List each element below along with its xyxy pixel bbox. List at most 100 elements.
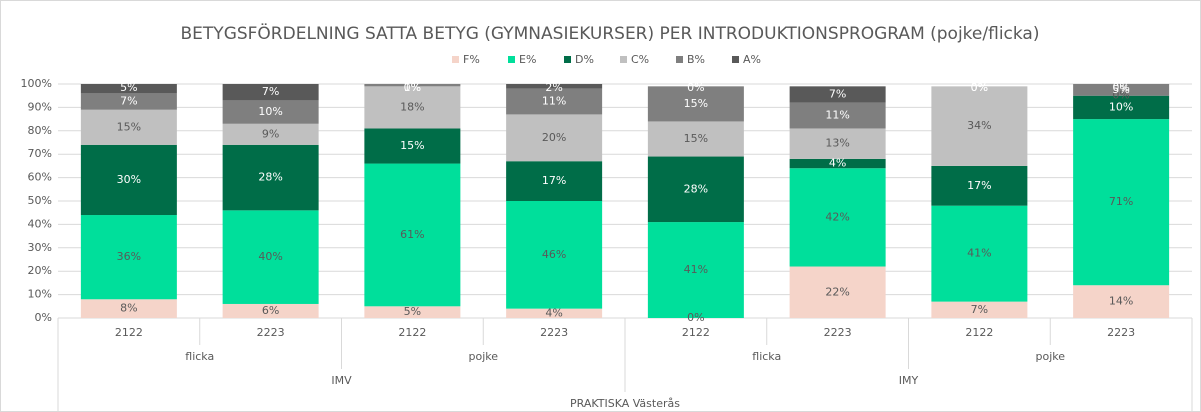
data-label: 28% (684, 182, 708, 195)
legend-label: B% (687, 53, 705, 66)
x-tick-label: 2122 (398, 326, 426, 339)
bar-segment (506, 114, 603, 162)
bar-segment (364, 128, 461, 164)
bar-segment (506, 88, 603, 115)
data-label: 0% (1112, 89, 1129, 102)
data-label: 0% (1112, 81, 1129, 94)
legend-swatch (676, 56, 683, 63)
y-tick-label: 90% (28, 100, 52, 113)
data-label: 0% (971, 81, 988, 94)
bar-segment (931, 165, 1028, 206)
y-tick-label: 50% (28, 194, 52, 207)
x-tick-label: 2223 (540, 326, 568, 339)
data-label: 6% (262, 304, 279, 317)
bar-segment (222, 123, 319, 145)
data-label: 7% (120, 95, 137, 108)
data-label: 22% (825, 285, 849, 298)
data-label: 5% (404, 305, 421, 318)
legend-label: C% (631, 53, 649, 66)
bar-segment (222, 100, 319, 124)
y-tick-label: 0% (35, 311, 52, 324)
legend-swatch (732, 56, 739, 63)
data-label: 34% (967, 119, 991, 132)
bar-segment (789, 86, 886, 103)
data-label: 14% (1109, 295, 1133, 308)
x-group-label: IMV (331, 374, 352, 387)
bar-segment (1073, 84, 1170, 96)
data-label: 4% (545, 306, 562, 319)
bar-segment (222, 303, 319, 318)
legend-label: E% (519, 53, 536, 66)
data-label: 7% (829, 88, 846, 101)
bar-segment (789, 128, 886, 159)
data-label: 13% (825, 137, 849, 150)
legend-swatch (620, 56, 627, 63)
data-label: 41% (684, 263, 708, 276)
bar-segment (80, 215, 177, 300)
data-label: 9% (262, 127, 279, 140)
data-label: 42% (825, 210, 849, 223)
x-tick-label: 2122 (115, 326, 143, 339)
bar-segment (647, 86, 744, 122)
data-label: 20% (542, 131, 566, 144)
bar-segment (364, 84, 461, 87)
data-label: 28% (258, 171, 282, 184)
legend-label: D% (575, 53, 594, 66)
data-label: 11% (825, 109, 849, 122)
data-label: 5% (1112, 83, 1129, 96)
y-tick-label: 100% (21, 77, 52, 90)
data-label: 15% (684, 132, 708, 145)
bar-segment (222, 210, 319, 304)
bar-segment (647, 121, 744, 157)
x-group-label: pojke (468, 350, 498, 363)
data-label: 5% (120, 81, 137, 94)
data-label: 17% (542, 174, 566, 187)
x-group-label: flicka (185, 350, 214, 363)
data-label: 7% (971, 303, 988, 316)
legend-label: A% (743, 53, 761, 66)
chart-title: BETYGSFÖRDELNING SATTA BETYG (GYMNASIEKU… (181, 22, 1040, 44)
bar-segment (222, 84, 319, 101)
bar-segment (789, 158, 886, 169)
data-label: 10% (258, 105, 282, 118)
bar-segment (1073, 95, 1170, 120)
bar-segment (364, 163, 461, 307)
x-group-label: flicka (752, 350, 781, 363)
bar-segment (222, 144, 319, 211)
data-label: 15% (117, 120, 141, 133)
data-label: 40% (258, 250, 282, 263)
data-label: 15% (400, 139, 424, 152)
data-label: 10% (1109, 100, 1133, 113)
bar-segment (506, 201, 603, 309)
data-label: 17% (967, 179, 991, 192)
y-tick-label: 60% (28, 171, 52, 184)
y-tick-label: 80% (28, 124, 52, 137)
bar-segment (931, 301, 1028, 318)
bar-segment (364, 306, 461, 318)
bar-segment (506, 161, 603, 201)
bar-segment (80, 109, 177, 145)
bar-segment (647, 222, 744, 318)
data-label: 36% (117, 250, 141, 263)
data-label: 7% (262, 85, 279, 98)
bar-segment (1073, 119, 1170, 286)
bar-segment (80, 299, 177, 318)
data-label: 0% (687, 311, 704, 324)
data-label: 0% (971, 81, 988, 94)
legend-label: F% (463, 53, 480, 66)
legend-swatch (564, 56, 571, 63)
x-tick-label: 2223 (824, 326, 852, 339)
data-label: 0% (687, 81, 704, 94)
data-label: 46% (542, 248, 566, 261)
x-group-label: IMY (899, 374, 919, 387)
x-tick-label: 2122 (682, 326, 710, 339)
y-tick-label: 70% (28, 147, 52, 160)
data-label: 18% (400, 100, 424, 113)
bar-segment (789, 266, 886, 318)
y-tick-label: 30% (28, 241, 52, 254)
bar-segment (80, 144, 177, 216)
bar-segment (80, 84, 177, 94)
x-tick-label: 2223 (257, 326, 285, 339)
x-tick-label: 2223 (1107, 326, 1135, 339)
data-label: 8% (120, 302, 137, 315)
